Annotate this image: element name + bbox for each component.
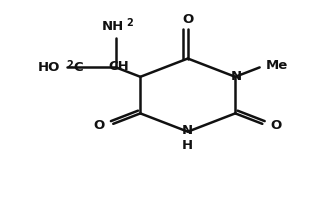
Text: O: O: [94, 119, 105, 133]
Text: CH: CH: [108, 60, 129, 74]
Text: HO: HO: [38, 61, 60, 74]
Text: 2: 2: [126, 18, 133, 28]
Text: N: N: [182, 124, 193, 137]
Text: C: C: [74, 61, 83, 74]
Text: N: N: [231, 70, 242, 83]
Text: O: O: [271, 119, 282, 133]
Text: 2: 2: [67, 60, 73, 70]
Text: O: O: [182, 13, 193, 26]
Text: NH: NH: [102, 20, 124, 33]
Text: Me: Me: [266, 59, 288, 72]
Text: H: H: [182, 139, 193, 152]
